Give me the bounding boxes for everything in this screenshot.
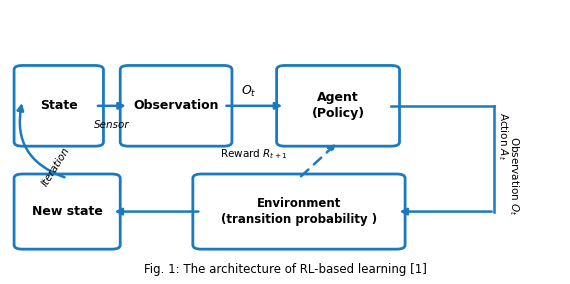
FancyArrowPatch shape	[117, 209, 198, 214]
Text: Agent
(Policy): Agent (Policy)	[311, 91, 365, 120]
Text: Fig. 1: The architecture of RL-based learning [1]: Fig. 1: The architecture of RL-based lea…	[144, 263, 426, 275]
FancyArrowPatch shape	[226, 103, 279, 108]
Text: Iteration: Iteration	[40, 146, 72, 188]
Text: Action $A_t$: Action $A_t$	[496, 112, 510, 160]
FancyBboxPatch shape	[120, 65, 232, 146]
Text: Observation $O_t$: Observation $O_t$	[507, 135, 521, 215]
Text: Observation: Observation	[133, 99, 219, 112]
Text: $O_t$: $O_t$	[241, 84, 256, 99]
FancyArrowPatch shape	[98, 103, 123, 108]
FancyBboxPatch shape	[14, 174, 120, 249]
Text: New state: New state	[32, 205, 103, 218]
FancyArrowPatch shape	[301, 146, 334, 176]
FancyBboxPatch shape	[193, 174, 405, 249]
FancyBboxPatch shape	[276, 65, 400, 146]
Text: Environment
(transition probability ): Environment (transition probability )	[221, 197, 377, 226]
Text: State: State	[40, 99, 78, 112]
Text: Sensor: Sensor	[94, 120, 129, 130]
FancyBboxPatch shape	[14, 65, 103, 146]
Text: Reward $R_{t+1}$: Reward $R_{t+1}$	[220, 148, 288, 161]
FancyArrowPatch shape	[402, 209, 492, 214]
